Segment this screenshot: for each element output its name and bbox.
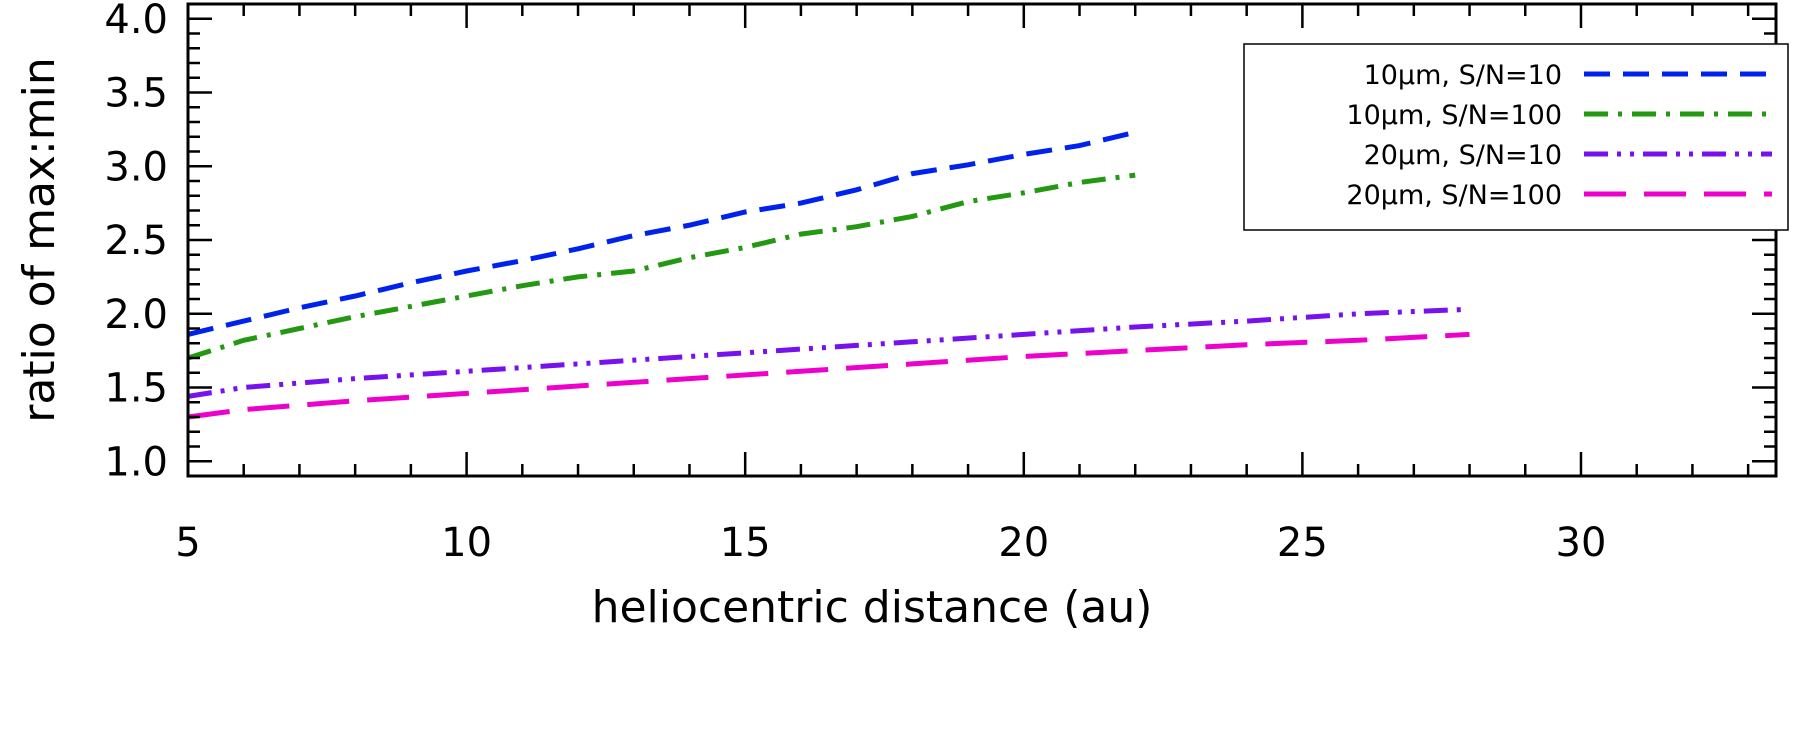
x-tick-label: 20 [998, 520, 1049, 566]
y-axis-title: ratio of max:min [14, 57, 65, 423]
legend-item-4: 20μm, S/N=100 [1346, 180, 1772, 211]
x-tick-label: 25 [1277, 520, 1328, 566]
y-tick-label: 3.0 [104, 144, 168, 190]
x-tick-label: 30 [1556, 520, 1607, 566]
series-line-2 [187, 172, 1136, 361]
series-line-4 [187, 331, 1470, 420]
series-line-3 [187, 306, 1470, 399]
y-tick-label: 4.0 [104, 0, 168, 43]
y-axis-tick-labels: 1.0 1.5 2.0 2.5 3.0 3.5 4.0 [104, 0, 168, 485]
x-tick-label: 10 [441, 520, 492, 566]
legend-items: 10μm, S/N=10 10μm, S/N=100 20μm, S/N=10 20μ… [1346, 60, 1772, 211]
legend-box [1243, 43, 1789, 231]
legend: 10μm, S/N=10 10μm, S/N=100 20μm, S/N=10 20μ… [1243, 43, 1789, 231]
x-axis-tick-labels: 5 10 15 20 25 30 [175, 520, 1606, 566]
legend-item-1: 10μm, S/N=10 [1364, 60, 1772, 91]
y-tick-label: 2.5 [104, 218, 168, 264]
x-tick-label: 5 [175, 520, 200, 566]
x-axis-title: heliocentric distance (au) [592, 582, 1153, 633]
legend-item-2: 10μm, S/N=100 [1346, 100, 1772, 131]
y-tick-label: 2.0 [104, 292, 168, 338]
y-tick-label: 1.5 [104, 366, 168, 412]
legend-item-3: 20μm, S/N=10 [1364, 140, 1772, 171]
legend-label: 20μm, S/N=10 [1364, 140, 1562, 171]
y-tick-label: 3.5 [104, 71, 168, 117]
legend-label: 10μm, S/N=100 [1346, 100, 1562, 131]
y-tick-label: 1.0 [104, 439, 168, 485]
series-line-1 [187, 129, 1136, 337]
legend-label: 10μm, S/N=10 [1364, 60, 1562, 91]
plot-series-group [187, 129, 1470, 420]
legend-label: 20μm, S/N=100 [1346, 180, 1562, 211]
x-tick-label: 15 [720, 520, 771, 566]
x-axis-ticks [186, 4, 1750, 476]
